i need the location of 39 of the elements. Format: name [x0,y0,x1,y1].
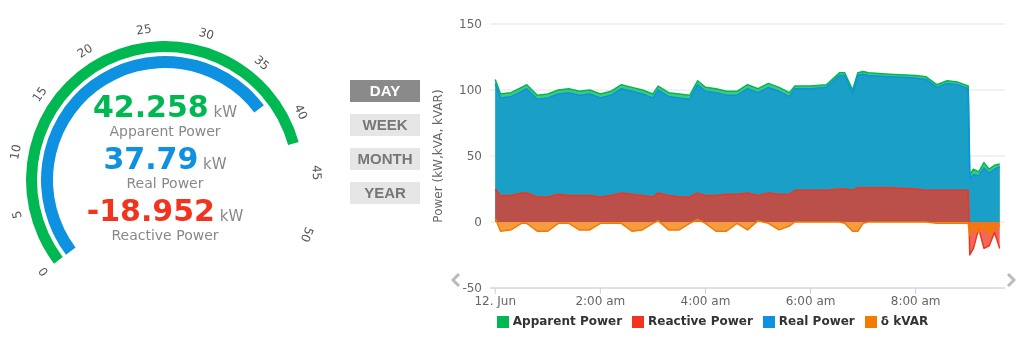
legend-label: Apparent Power [512,314,623,328]
text: 5 [9,209,25,221]
y-axis-title: Power (kW,kVA, kVAR) [431,89,446,223]
button: YEAR [350,182,420,204]
category-label: Real Power [125,175,205,191]
text: 25 [135,21,153,38]
text: 20 [74,40,96,61]
text: 50 [297,224,317,245]
category-label: Apparent Power [108,123,222,139]
text: kW [202,155,227,173]
x-tick-label: 4:00 am [680,293,731,308]
x-tick-label: 12. Jun [474,293,517,308]
text: kW [219,207,244,225]
data-label: -18.952 [86,193,215,228]
category-label: Reactive Power [110,227,220,243]
text: 15 [29,83,50,105]
text: 45 [309,164,325,181]
data-label: 37.79 [103,141,199,176]
y-tick-label: -50 [462,281,482,296]
y-tick-label: 100 [459,83,482,98]
text: 30 [197,24,216,43]
y-tick-label: 0 [474,215,482,230]
x-tick-label: 8:00 am [890,293,941,308]
text: 35 [251,52,273,74]
text: 0 [35,264,52,279]
legend-label: δ kVAR [880,314,929,328]
text: 10 [7,143,24,161]
x-tick-label: 6:00 am [785,293,836,308]
legend-label: Real Power [778,314,855,328]
x-tick-label: 2:00 am [575,293,626,308]
data-label: 42.258 [92,89,209,124]
y-tick-label: 150 [459,17,482,32]
button: WEEK [350,114,420,136]
text: kW [213,103,238,121]
y-tick-label: 50 [466,149,482,164]
button: DAY [350,80,420,102]
legend-label: Reactive Power [648,314,753,328]
button: MONTH [350,148,420,170]
text: 40 [291,101,311,122]
